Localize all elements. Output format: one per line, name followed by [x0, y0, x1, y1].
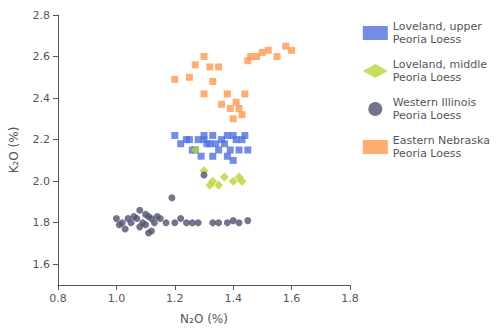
- svg-text:0.8: 0.8: [49, 292, 67, 305]
- svg-text:N₂O (%): N₂O (%): [180, 312, 228, 326]
- svg-text:Loveland, upper: Loveland, upper: [393, 20, 482, 33]
- svg-text:K₂O (%): K₂O (%): [7, 127, 21, 174]
- svg-text:Peoria Loess: Peoria Loess: [393, 147, 462, 160]
- svg-text:2.0: 2.0: [33, 175, 51, 188]
- svg-text:1.0: 1.0: [108, 292, 126, 305]
- svg-text:1.6: 1.6: [283, 292, 301, 305]
- svg-text:Peoria Loess: Peoria Loess: [393, 71, 462, 84]
- svg-text:Eastern Nebraska: Eastern Nebraska: [393, 134, 490, 147]
- svg-text:2.8: 2.8: [33, 9, 51, 22]
- svg-text:Western Illinois: Western Illinois: [393, 96, 477, 109]
- svg-text:2.6: 2.6: [33, 50, 51, 63]
- svg-text:1.8: 1.8: [33, 216, 51, 229]
- svg-text:1.8: 1.8: [341, 292, 359, 305]
- svg-text:1.4: 1.4: [224, 292, 242, 305]
- svg-text:Peoria Loess: Peoria Loess: [393, 109, 462, 122]
- svg-text:Loveland, middle: Loveland, middle: [393, 58, 487, 71]
- svg-text:2.4: 2.4: [33, 92, 51, 105]
- svg-text:1.2: 1.2: [166, 292, 184, 305]
- svg-text:1.6: 1.6: [33, 258, 51, 271]
- svg-text:2.2: 2.2: [33, 133, 51, 146]
- svg-text:Peoria Loess: Peoria Loess: [393, 33, 462, 46]
